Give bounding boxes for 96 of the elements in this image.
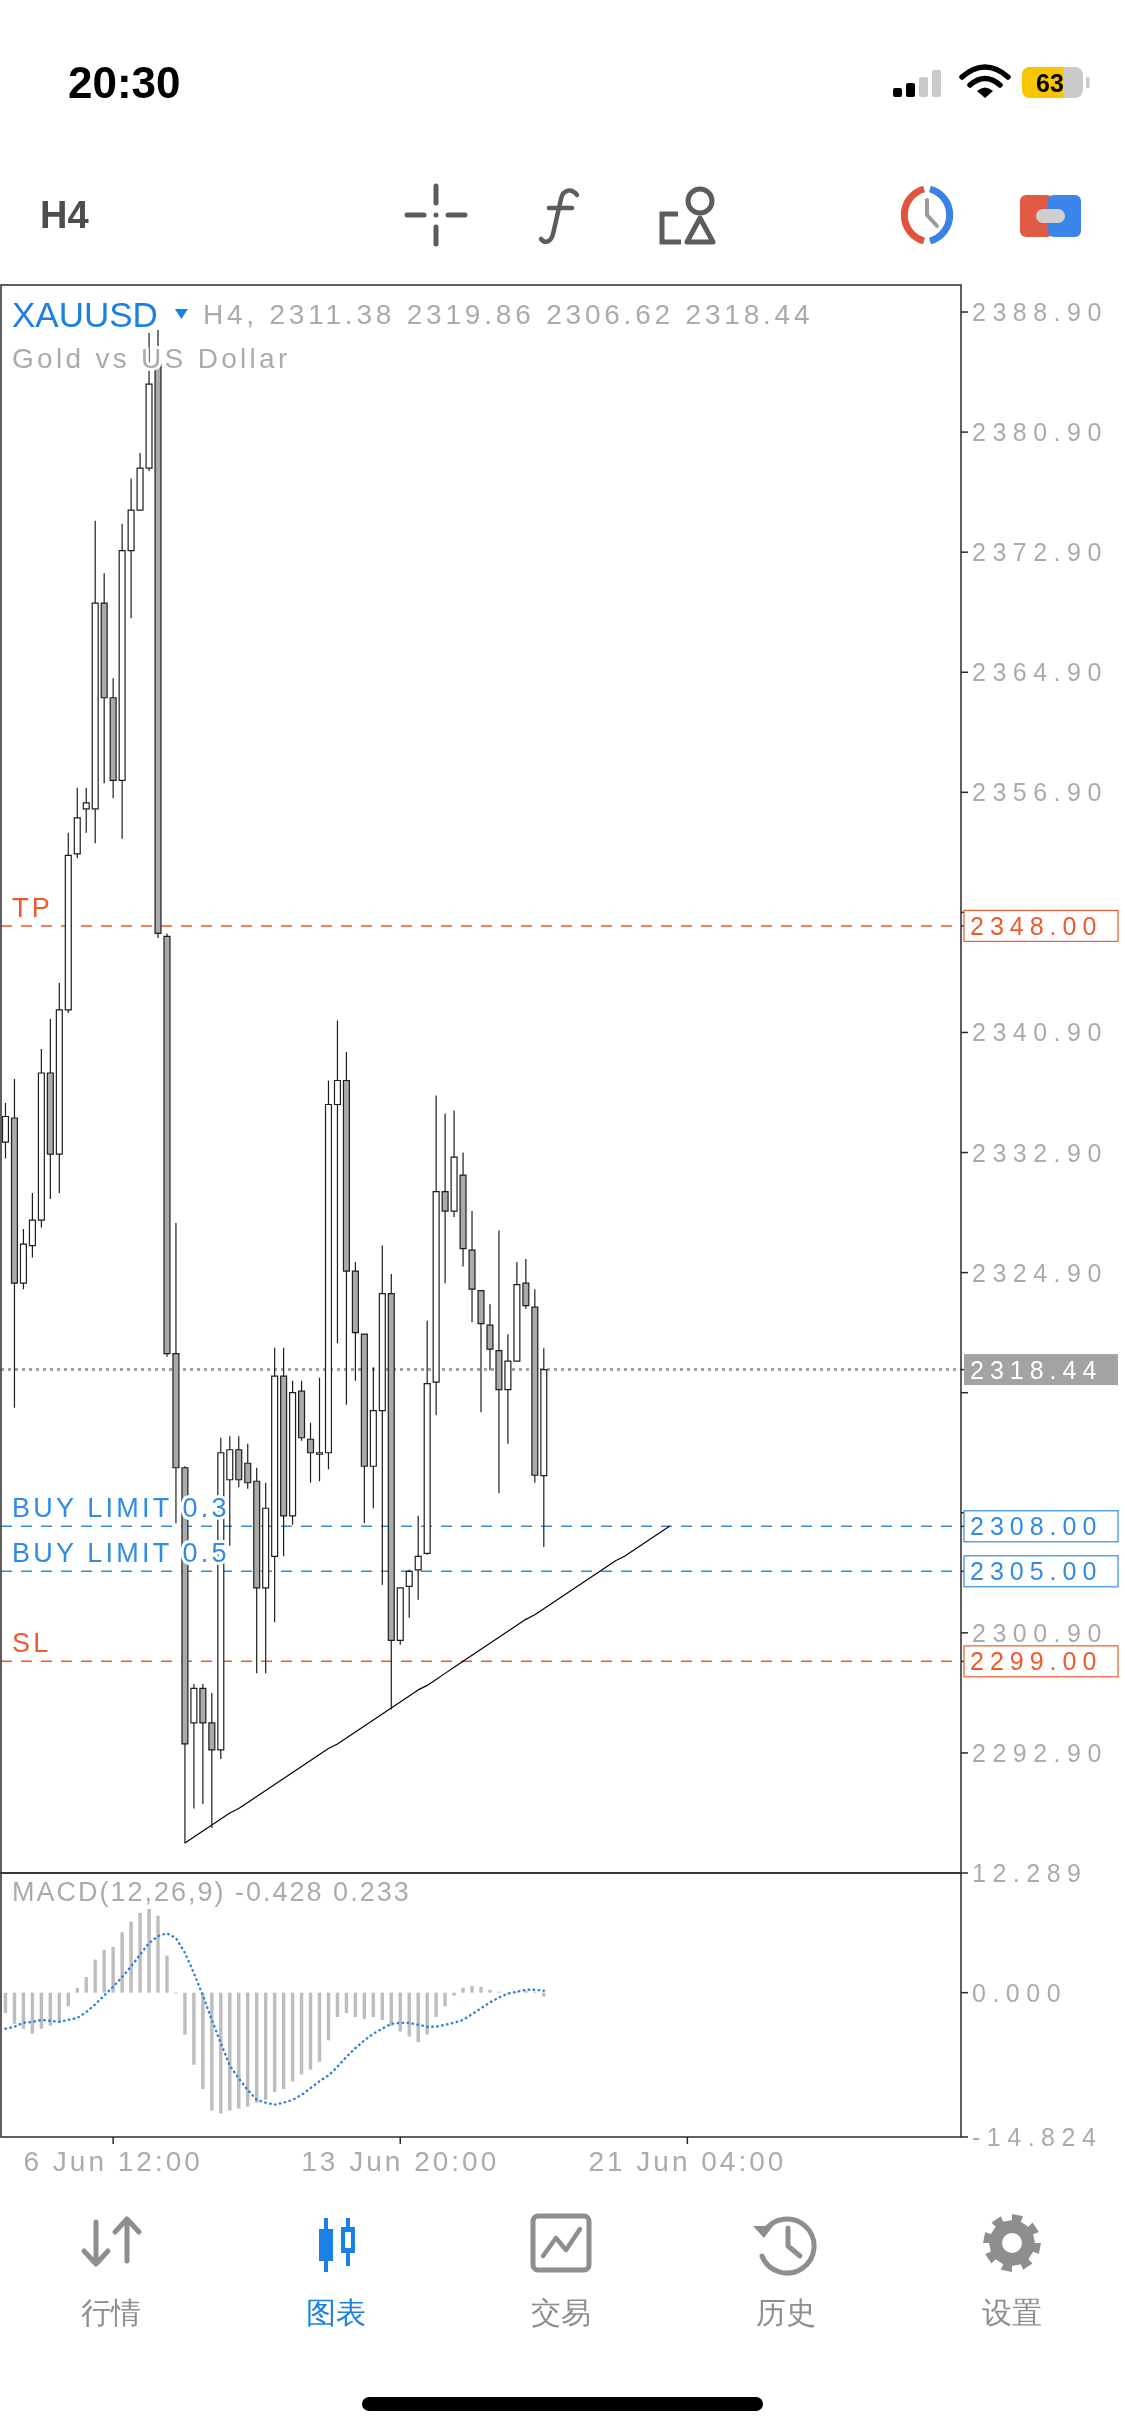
y-tick-label: 2388.90 bbox=[972, 298, 1108, 327]
candlestick bbox=[540, 1347, 548, 1548]
candlestick bbox=[423, 1320, 431, 1556]
bar bbox=[416, 1992, 420, 2043]
bar bbox=[210, 1992, 214, 2111]
bar bbox=[461, 1987, 465, 1993]
candlestick bbox=[333, 1019, 342, 1344]
bar bbox=[219, 1992, 223, 2114]
y-tick-label: 2340.90 bbox=[972, 1018, 1108, 1047]
candlestick bbox=[82, 787, 90, 834]
bar bbox=[138, 1912, 142, 1993]
candlestick bbox=[324, 1079, 333, 1470]
candlestick bbox=[91, 520, 99, 844]
candlestick bbox=[468, 1210, 476, 1323]
text: 图表 bbox=[306, 2295, 366, 2329]
line-series bbox=[184, 1525, 671, 1844]
y-tick-label: 2299.00 bbox=[970, 1647, 1103, 1676]
candlestick bbox=[100, 572, 108, 784]
candlestick bbox=[262, 1482, 270, 1674]
y-tick-label: 2300.90 bbox=[972, 1618, 1108, 1647]
bar bbox=[183, 1992, 187, 2035]
ref-line-label: TP bbox=[12, 892, 53, 923]
candlestick bbox=[369, 1366, 377, 1509]
y-tick-label: 2318.44 bbox=[970, 1355, 1103, 1384]
candlestick bbox=[271, 1347, 279, 1623]
bar bbox=[488, 1989, 492, 1993]
chart-title: XAUUSD bbox=[12, 294, 158, 334]
candlestick bbox=[226, 1435, 234, 1547]
candlestick bbox=[109, 677, 117, 799]
y-tick-label: 2348.00 bbox=[970, 911, 1103, 940]
annotation: H4, 2311.38 2319.86 2306.62 2318.44 bbox=[202, 298, 814, 330]
y-tick-label: 0.000 bbox=[972, 1978, 1068, 2007]
bar bbox=[156, 1915, 160, 1993]
candlestick bbox=[73, 787, 81, 859]
candlestick bbox=[235, 1435, 243, 1488]
candlestick bbox=[64, 832, 72, 1014]
candlestick bbox=[55, 982, 63, 1194]
bar bbox=[120, 1932, 124, 1993]
y-tick-label: 2292.90 bbox=[972, 1738, 1108, 1767]
y-tick-label: 2380.90 bbox=[972, 418, 1108, 447]
candlestick bbox=[306, 1422, 315, 1484]
candlestick bbox=[298, 1380, 306, 1442]
bar bbox=[434, 1992, 438, 2017]
candlestick bbox=[405, 1569, 413, 1619]
bar bbox=[542, 1992, 546, 1997]
bar bbox=[102, 1949, 106, 1993]
y-tick-label: 2308.00 bbox=[970, 1512, 1103, 1541]
y-tick-label: 2305.00 bbox=[970, 1557, 1103, 1586]
candlestick bbox=[378, 1245, 386, 1586]
bar bbox=[425, 1992, 429, 2035]
line-series bbox=[4, 1932, 545, 2106]
x-tick-label: 21 Jun 04:00 bbox=[588, 2145, 787, 2177]
text: 20:30 bbox=[68, 57, 181, 107]
bar bbox=[470, 1985, 474, 1993]
candlestick bbox=[414, 1515, 422, 1601]
bar bbox=[452, 1992, 456, 1996]
bar bbox=[201, 1992, 205, 2090]
y-tick-label: 2332.90 bbox=[972, 1138, 1108, 1167]
y-tick-label: 2372.90 bbox=[972, 538, 1108, 567]
candlestick bbox=[244, 1443, 252, 1490]
bar bbox=[111, 1946, 115, 1993]
candlestick bbox=[28, 1192, 36, 1259]
ref-line-label: SL bbox=[12, 1628, 52, 1659]
text: 63 bbox=[1036, 69, 1064, 97]
candlestick bbox=[19, 1228, 27, 1290]
candlestick bbox=[253, 1467, 261, 1674]
bar bbox=[84, 1977, 88, 1993]
candlestick bbox=[432, 1094, 440, 1416]
candlestick bbox=[396, 1587, 404, 1646]
chart-title: MACD(12,26,9) -0.428 0.233 bbox=[12, 1877, 411, 1907]
candlestick bbox=[1, 1102, 10, 1160]
bar bbox=[479, 1986, 483, 1993]
y-tick-label: 2364.90 bbox=[972, 658, 1108, 687]
y-tick-label: 2356.90 bbox=[972, 778, 1108, 807]
candlestick bbox=[46, 1018, 54, 1200]
x-tick-label: 13 Jun 20:00 bbox=[301, 2145, 500, 2177]
candlestick bbox=[208, 1692, 216, 1829]
bar bbox=[165, 1955, 169, 1993]
text: 设置 bbox=[982, 2295, 1042, 2329]
y-tick-label: -14.824 bbox=[972, 2123, 1103, 2151]
candlestick bbox=[531, 1288, 539, 1484]
text: 行情 bbox=[81, 2295, 141, 2329]
y-tick-label: 12.289 bbox=[972, 1859, 1088, 1887]
candlestick bbox=[315, 1377, 324, 1482]
bar bbox=[443, 1992, 447, 2007]
x-tick-label: 6 Jun 12:00 bbox=[23, 2145, 203, 2177]
text: 交易 bbox=[531, 2295, 591, 2329]
y-tick-label: 2324.90 bbox=[972, 1258, 1108, 1287]
candlestick bbox=[522, 1258, 530, 1310]
text: H4 bbox=[40, 194, 89, 236]
bar bbox=[129, 1921, 133, 1993]
candlestick bbox=[289, 1380, 297, 1526]
text: 历史 bbox=[756, 2295, 816, 2329]
bar bbox=[192, 1992, 196, 2065]
bar bbox=[147, 1908, 151, 1993]
candlestick bbox=[37, 1048, 45, 1229]
